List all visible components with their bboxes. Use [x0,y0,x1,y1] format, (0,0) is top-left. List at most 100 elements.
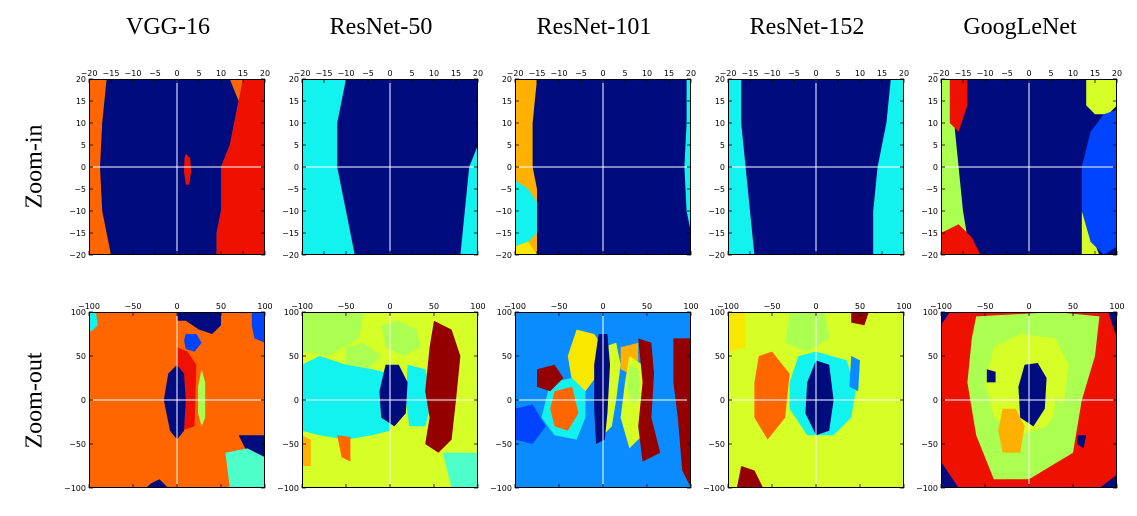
panel-vgg16-zoom-out: −100 −50 0 50 100 100 50 0 −50 −100 [64,302,273,493]
resnet-152-zoom-in-ytick-label: −20 [708,251,725,260]
googlenet-zoom-in-region-1 [949,79,968,132]
resnet-152-zoom-in-ytick-label: −15 [708,229,725,238]
column-title-resnet101: ResNet-101 [536,14,652,40]
resnet-152-zoom-out-xtick-label: 50 [855,302,865,311]
resnet-101-zoom-in-ytick-label: −15 [495,229,512,238]
vgg-16-zoom-in-region-2 [184,153,192,185]
googlenet-zoom-in-ytick-label: −20 [921,251,938,260]
resnet-152-zoom-in-ytick-label: 5 [720,141,725,150]
vgg-16-zoom-in-ytick-label: 15 [76,97,86,106]
resnet-101-zoom-in-ytick-label: 0 [507,163,512,172]
resnet-101-zoom-out-xtick-label: −50 [551,302,568,311]
resnet-101-zoom-out-region-4 [550,386,579,431]
resnet-152-zoom-out-ytick-label: −50 [708,440,725,449]
resnet-50-zoom-in-xtick-label: −15 [316,69,333,78]
resnet-152-zoom-in-ytick-label: 15 [715,97,725,106]
resnet-101-zoom-out-ytick-label: −100 [490,484,512,493]
resnet-50-zoom-in-ytick-label: 20 [289,75,299,84]
vgg-16-zoom-in-ytick-label: −5 [74,185,86,194]
googlenet-zoom-out-region-6 [1053,395,1065,427]
resnet-101-zoom-out-region-5 [537,364,564,392]
vgg-16-zoom-out-region-7 [238,435,265,458]
resnet-101-zoom-out-xtick-label: 100 [683,302,698,311]
resnet-101-zoom-in-xtick-label: 15 [664,69,674,78]
resnet-50-zoom-in-ytick-label: −5 [287,185,299,194]
googlenet-zoom-out-region-3 [1018,363,1047,427]
column-title-resnet50: ResNet-50 [329,14,433,40]
panel-resnet101-zoom-in: −20 −15 −10 −5 0 5 10 15 20 20 15 10 5 0 −5 −10 −15 −20 [495,69,696,260]
resnet-152-zoom-in-ytick-label: 0 [720,163,725,172]
resnet-101-zoom-in-ytick-label: 10 [502,119,512,128]
googlenet-zoom-in-ytick-label: −5 [926,185,938,194]
resnet-101-zoom-in-ytick-label: 15 [502,97,512,106]
resnet-50-zoom-in-ytick-label: 5 [294,141,299,150]
panel-resnet152-zoom-out: −100 −50 0 50 100 100 50 0 −50 −100 [703,302,912,493]
resnet-101-zoom-out-ytick-label: −50 [495,440,512,449]
vgg-16-zoom-in-xtick-label: 0 [174,69,179,78]
resnet-101-zoom-in-region-3 [684,79,691,233]
resnet-152-zoom-in-xtick-label: 0 [813,69,818,78]
resnet-50-zoom-out-region-2 [381,320,421,356]
googlenet-zoom-in-region-3 [1086,79,1117,115]
googlenet-zoom-in-region-0 [941,79,968,238]
resnet-101-zoom-in-xtick-label: 10 [642,69,652,78]
vgg-16-zoom-out-xtick-label: −100 [78,302,100,311]
googlenet-zoom-out-ytick-label: 50 [928,352,938,361]
resnet-101-zoom-out-region-2 [594,334,610,444]
resnet-50-zoom-out-region-9 [302,435,311,466]
resnet-50-zoom-in-xtick-label: 20 [473,69,483,78]
vgg-16-zoom-out-region-9 [146,479,169,488]
resnet-50-zoom-in-plot-area [302,79,478,255]
resnet-152-zoom-in-ytick-label: 20 [715,75,725,84]
googlenet-zoom-out-xtick-label: −50 [977,302,994,311]
resnet-152-zoom-out-xtick-label: 100 [896,302,911,311]
vgg-16-zoom-out-plot-area [89,312,265,488]
resnet-152-zoom-in-ytick-label: −10 [708,207,725,216]
googlenet-zoom-in-xtick-label: −20 [933,69,950,78]
row-label-zoom-out-text: Zoom-out [21,352,48,448]
resnet-101-zoom-out-region-10 [673,338,691,488]
googlenet-zoom-in-ytick-label: −10 [921,207,938,216]
resnet-152-zoom-in-xtick-label: 15 [877,69,887,78]
vgg-16-zoom-out-xtick-label: −50 [125,302,142,311]
resnet-152-zoom-out-ytick-label: 50 [715,352,725,361]
resnet-50-zoom-out-xtick-label: 50 [429,302,439,311]
resnet-152-zoom-out-ytick-label: −100 [703,484,725,493]
panel-resnet50-zoom-in: −20 −15 −10 −5 0 5 10 15 20 20 15 10 5 0 −5 −10 −15 −20 [282,69,483,260]
resnet-101-zoom-out-xtick-label: −100 [504,302,526,311]
resnet-152-zoom-in-xtick-label: −20 [720,69,737,78]
resnet-50-zoom-in-ytick-label: 10 [289,119,299,128]
resnet-101-zoom-in-ytick-label: 20 [502,75,512,84]
resnet-152-zoom-out-region-0 [728,312,746,352]
googlenet-zoom-out-ytick-label: −100 [916,484,938,493]
vgg-16-zoom-in-ytick-label: 20 [76,75,86,84]
resnet-50-zoom-in-xtick-label: 0 [387,69,392,78]
googlenet-zoom-in-xtick-label: 0 [1026,69,1031,78]
resnet-50-zoom-in-ytick-label: −20 [282,251,299,260]
column-title-vgg16: VGG-16 [126,14,210,40]
vgg-16-zoom-out-region-4 [163,364,186,440]
vgg-16-zoom-in-ytick-label: 10 [76,119,86,128]
column-title-resnet152: ResNet-152 [749,14,865,40]
resnet-101-zoom-in-region-1 [515,180,537,247]
googlenet-zoom-in-xtick-label: 5 [1048,69,1053,78]
vgg-16-zoom-in-ytick-label: −20 [69,251,86,260]
resnet-152-zoom-out-region-3 [754,351,790,440]
googlenet-zoom-in-xtick-label: 20 [1112,69,1122,78]
panel-resnet50-zoom-out: −100 −50 0 50 100 100 50 0 −50 −100 [277,302,486,493]
vgg-16-zoom-out-region-6 [251,312,265,343]
resnet-152-zoom-in-xtick-label: 5 [835,69,840,78]
resnet-50-zoom-out-xtick-label: −100 [291,302,313,311]
resnet-50-zoom-out-region-6 [425,320,461,453]
resnet-50-zoom-out-region-0 [302,312,364,356]
resnet-50-zoom-out-region-3 [302,356,395,440]
row-label-zoom-in-text: Zoom-in [21,124,48,208]
resnet-50-zoom-out-region-5 [379,364,408,427]
resnet-50-zoom-out-plot-area [302,312,478,488]
resnet-101-zoom-in-xtick-label: −20 [507,69,524,78]
resnet-50-zoom-in-xtick-label: −5 [362,69,374,78]
resnet-50-zoom-out-ytick-label: −100 [277,484,299,493]
resnet-101-zoom-in-ytick-label: −10 [495,207,512,216]
vgg-16-zoom-out-region-1 [177,312,221,334]
googlenet-zoom-in-region-2 [941,224,981,255]
